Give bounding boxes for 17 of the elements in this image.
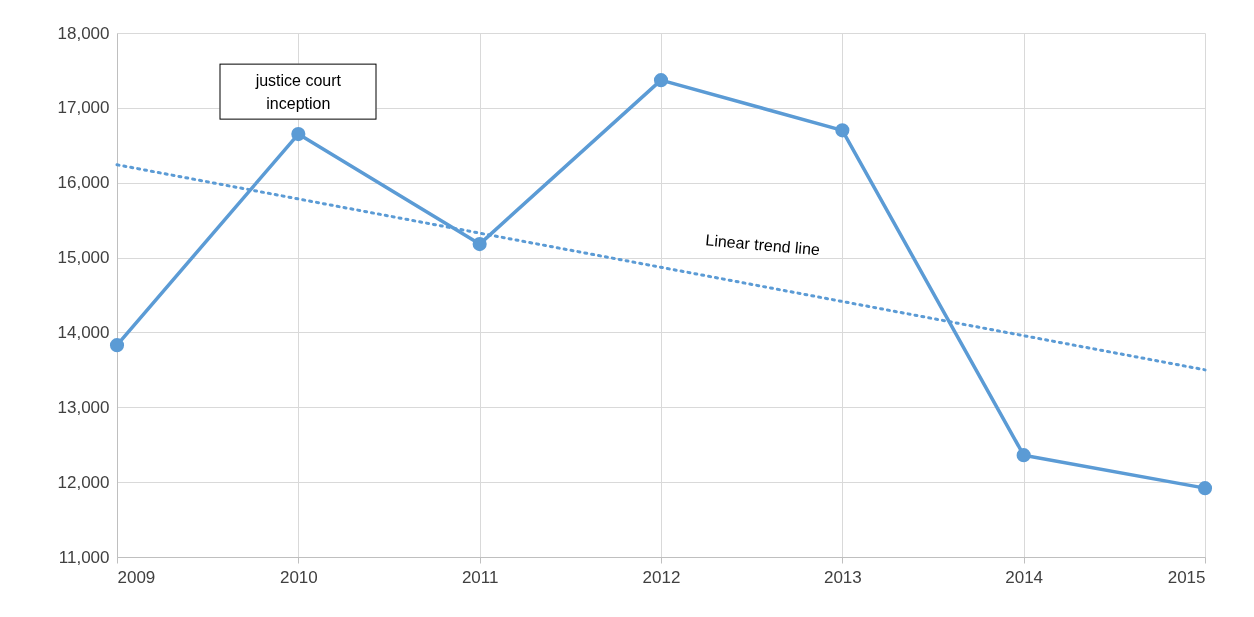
x-tick-label: 2009: [117, 567, 156, 587]
y-tick-label: 12,000: [57, 472, 110, 492]
x-tick-label: 2011: [461, 567, 499, 587]
y-tick-label: 11,000: [58, 547, 110, 567]
x-tick-label: 2010: [279, 567, 318, 587]
y-tick-label: 14,000: [57, 322, 110, 342]
x-tick-label: 2015: [1167, 567, 1206, 587]
series-label: Linear trend line: [704, 231, 821, 259]
x-tick-label: 2014: [1005, 567, 1044, 587]
y-tick-label: 17,000: [57, 98, 110, 118]
y-tick-label: 15,000: [57, 248, 110, 268]
y-tick-label: 13,000: [57, 397, 110, 417]
x-tick-label: 2013: [823, 567, 862, 587]
y-tick-label: 18,000: [57, 23, 110, 43]
y-tick-label: 16,000: [57, 173, 110, 193]
callout-box: justice court inception: [219, 63, 377, 121]
x-tick-label: 2012: [642, 567, 681, 587]
